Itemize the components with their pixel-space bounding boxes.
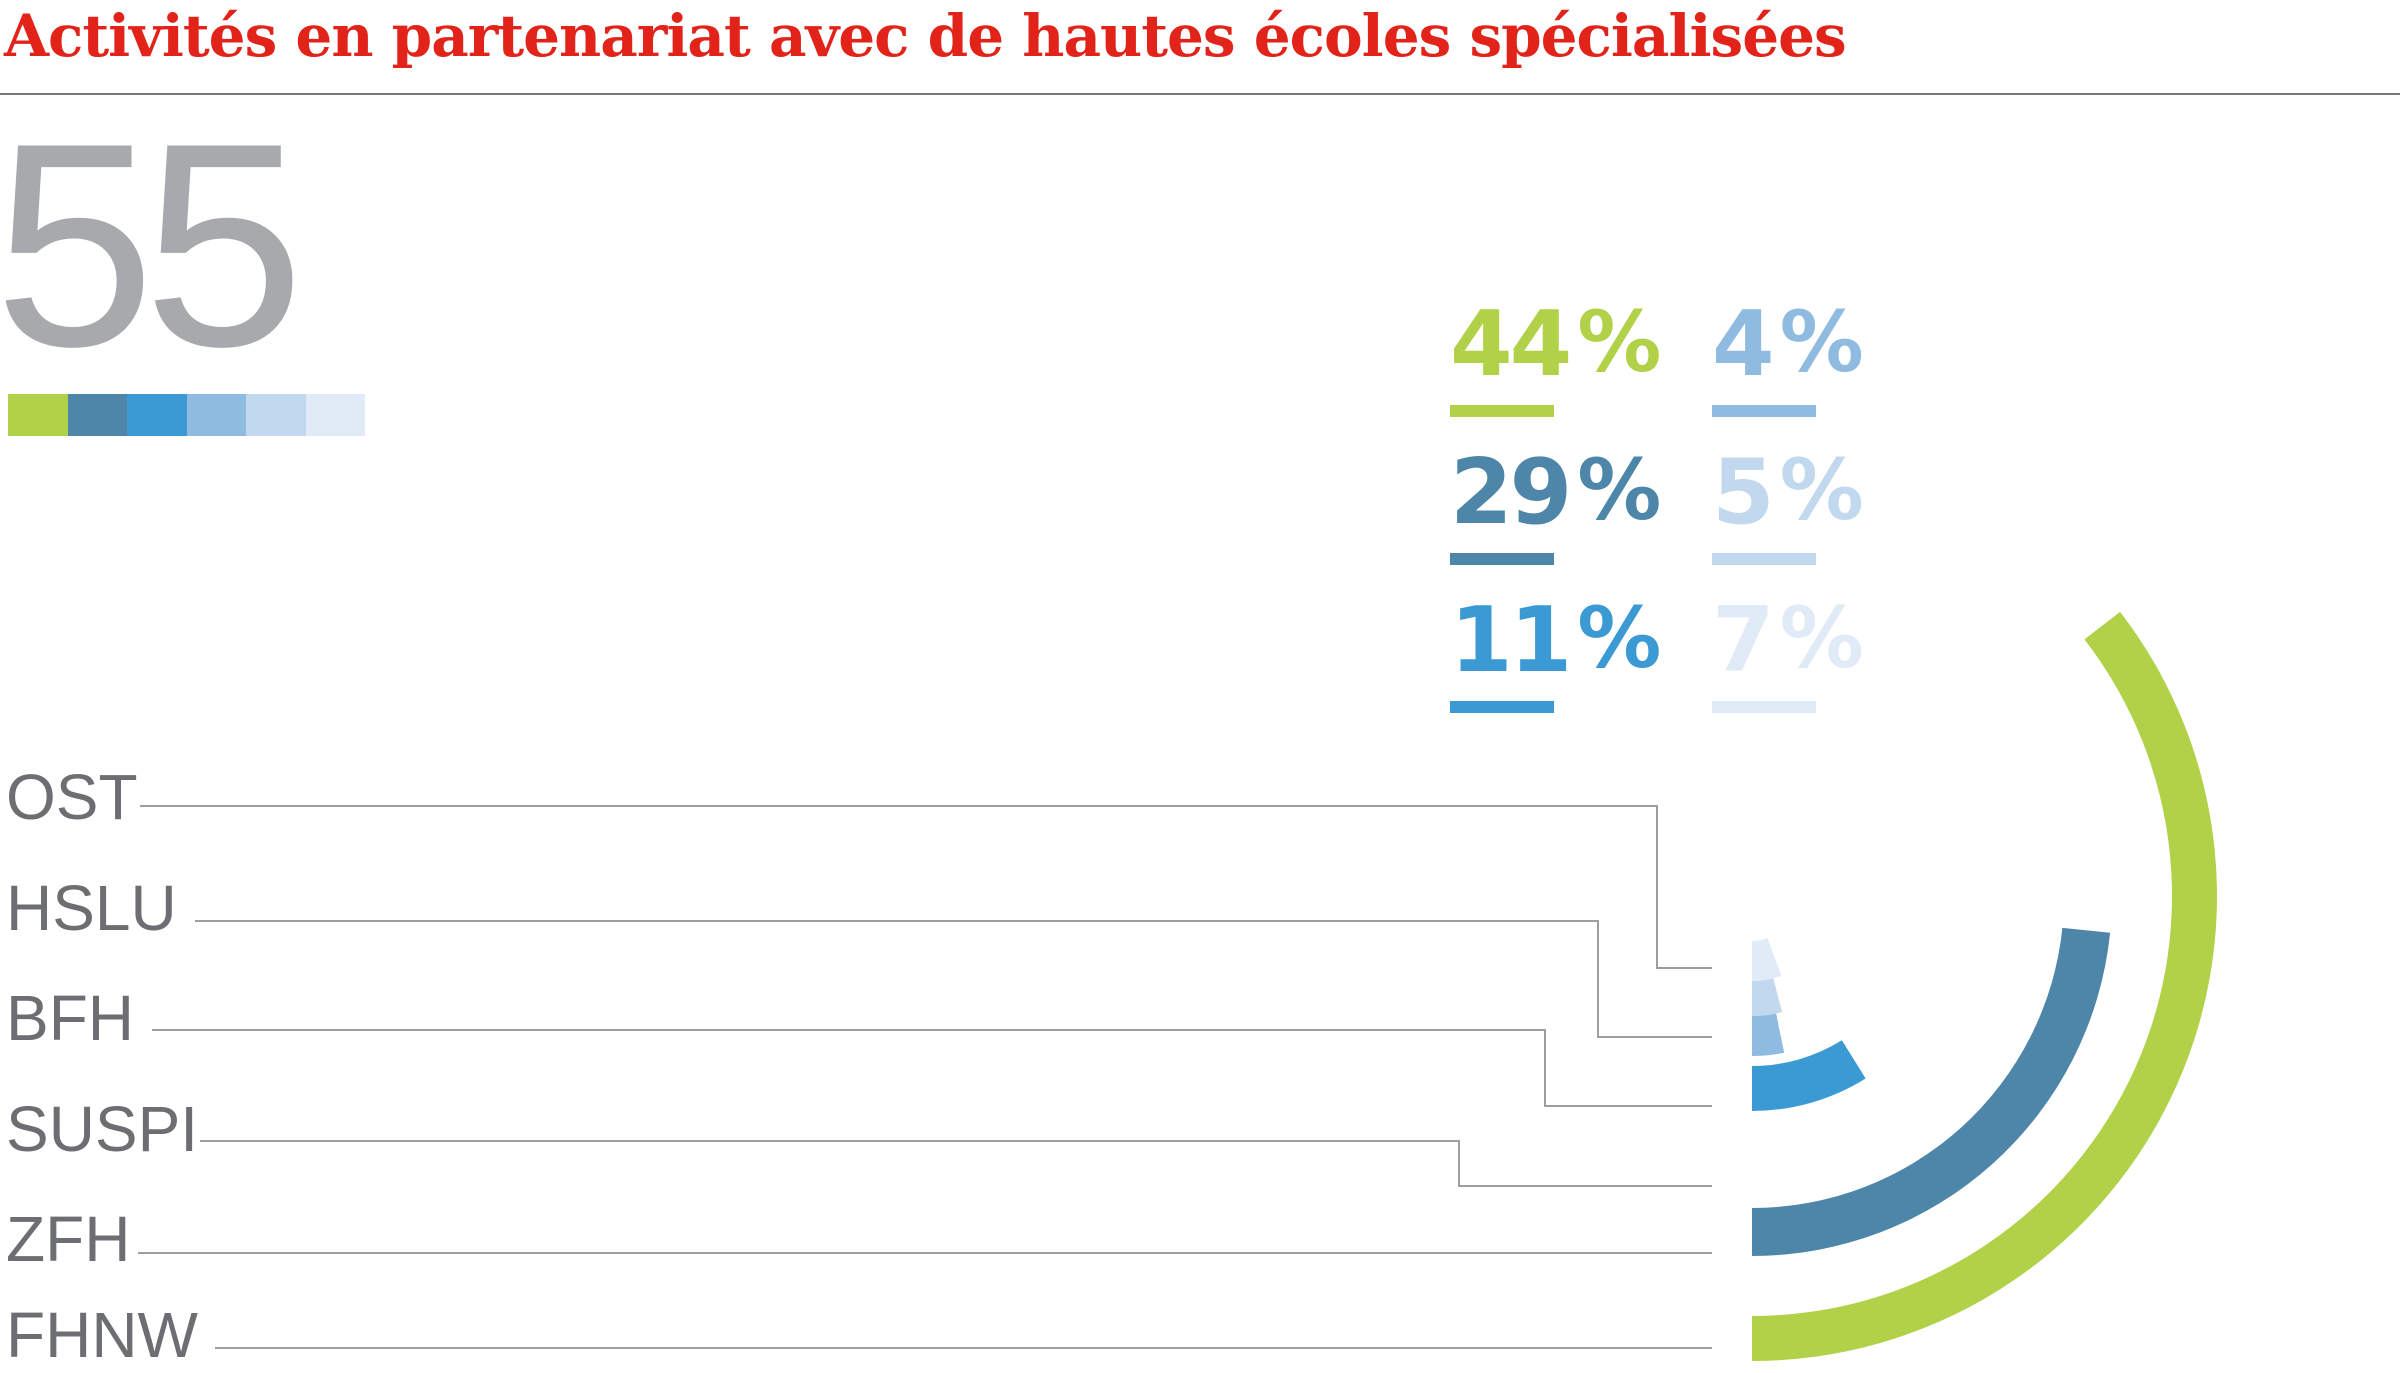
percent-value: 4	[1712, 292, 1775, 397]
label-hslu: HSLU	[6, 872, 177, 944]
swatch-fhnw	[8, 394, 68, 436]
leader-line-bfh	[152, 1029, 1712, 1107]
arc-ost	[1752, 938, 1782, 981]
percent-label-zfh: 29%	[1450, 448, 1661, 538]
leader-line-suspi	[200, 1140, 1712, 1187]
percent-label-fhnw: 44%	[1450, 300, 1661, 390]
arc-suspi	[1752, 1040, 1866, 1111]
percent-label-ost: 7%	[1712, 596, 1864, 686]
swatch-bfh	[186, 394, 246, 436]
swatch-zfh	[67, 394, 127, 436]
percent-label-hslu: 5%	[1712, 448, 1864, 538]
leader-line-hslu	[195, 920, 1712, 1038]
percent-underline-bfh	[1712, 405, 1816, 417]
percent-underline-fhnw	[1450, 405, 1554, 417]
percent-sign: %	[1577, 441, 1662, 539]
total-count: 55	[0, 83, 305, 407]
swatch-ost	[305, 394, 365, 436]
percent-sign: %	[1577, 589, 1662, 687]
leader-line-ost	[140, 805, 1712, 969]
percent-value: 5	[1712, 440, 1775, 545]
swatch-hslu	[246, 394, 306, 436]
percent-label-bfh: 4%	[1712, 300, 1864, 390]
label-ost: OST	[6, 761, 138, 833]
percent-underline-zfh	[1450, 553, 1554, 565]
arc-hslu	[1752, 978, 1783, 1016]
label-fhnw: FHNW	[6, 1299, 198, 1371]
percent-sign: %	[1779, 441, 1864, 539]
arc-zfh	[1752, 927, 2111, 1256]
percent-value: 11	[1450, 588, 1572, 693]
percent-value: 44	[1450, 292, 1572, 397]
arc-fhnw	[1752, 611, 2218, 1361]
percent-value: 7	[1712, 588, 1775, 693]
percent-label-suspi: 11%	[1450, 596, 1661, 686]
arc-bfh	[1752, 1013, 1785, 1056]
percent-underline-hslu	[1712, 553, 1816, 565]
percent-sign: %	[1577, 293, 1662, 391]
color-swatch-strip	[8, 394, 365, 436]
label-zfh: ZFH	[6, 1203, 131, 1275]
percent-underline-ost	[1712, 701, 1816, 713]
label-suspi: SUSPI	[6, 1093, 199, 1165]
chart-title: Activités en partenariat avec de hautes …	[4, 2, 1847, 70]
percent-value: 29	[1450, 440, 1572, 545]
percent-sign: %	[1779, 293, 1864, 391]
percent-sign: %	[1779, 589, 1864, 687]
percent-underline-suspi	[1450, 701, 1554, 713]
title-divider	[0, 93, 2400, 95]
label-bfh: BFH	[6, 982, 134, 1054]
swatch-suspi	[127, 394, 187, 436]
